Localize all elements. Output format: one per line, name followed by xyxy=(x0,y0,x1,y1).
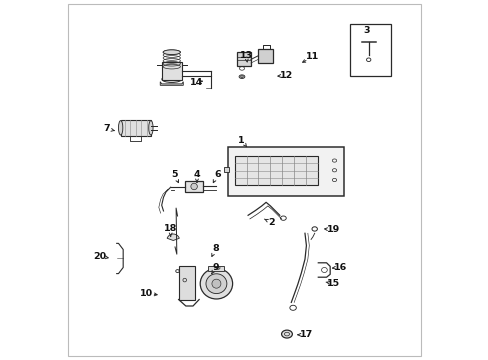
Ellipse shape xyxy=(200,269,232,299)
Text: 17: 17 xyxy=(299,330,312,339)
Text: 6: 6 xyxy=(214,170,221,179)
Ellipse shape xyxy=(148,121,153,135)
Text: 12: 12 xyxy=(280,71,293,80)
Text: 20: 20 xyxy=(93,252,106,261)
Bar xyxy=(185,181,203,192)
Text: 19: 19 xyxy=(326,225,340,234)
Text: 11: 11 xyxy=(305,53,319,62)
Wedge shape xyxy=(167,234,179,240)
Text: 9: 9 xyxy=(212,263,219,271)
Bar xyxy=(258,49,273,63)
Bar xyxy=(208,266,224,271)
Text: 8: 8 xyxy=(212,244,219,253)
Ellipse shape xyxy=(190,183,197,190)
Ellipse shape xyxy=(163,50,180,55)
Bar xyxy=(234,156,317,185)
Ellipse shape xyxy=(281,330,292,338)
Ellipse shape xyxy=(211,279,221,288)
Bar xyxy=(178,266,194,300)
Text: 5: 5 xyxy=(171,170,177,179)
Ellipse shape xyxy=(162,76,182,82)
Bar xyxy=(162,62,182,80)
Text: 18: 18 xyxy=(163,224,177,233)
Ellipse shape xyxy=(239,75,244,78)
Text: 14: 14 xyxy=(190,78,203,87)
Text: 10: 10 xyxy=(140,289,153,298)
Bar xyxy=(228,147,343,196)
Text: 1: 1 xyxy=(238,136,244,145)
Bar xyxy=(349,24,390,76)
Ellipse shape xyxy=(118,121,122,135)
Ellipse shape xyxy=(205,274,226,294)
Bar xyxy=(121,120,151,136)
Text: 7: 7 xyxy=(103,125,110,134)
Text: 2: 2 xyxy=(267,218,274,227)
Bar xyxy=(236,52,250,66)
Bar xyxy=(224,167,228,172)
Text: 4: 4 xyxy=(193,170,200,179)
Text: 13: 13 xyxy=(239,51,252,60)
Text: 3: 3 xyxy=(362,26,368,35)
Text: 16: 16 xyxy=(334,263,347,271)
Polygon shape xyxy=(160,82,183,85)
Text: 15: 15 xyxy=(326,279,340,288)
